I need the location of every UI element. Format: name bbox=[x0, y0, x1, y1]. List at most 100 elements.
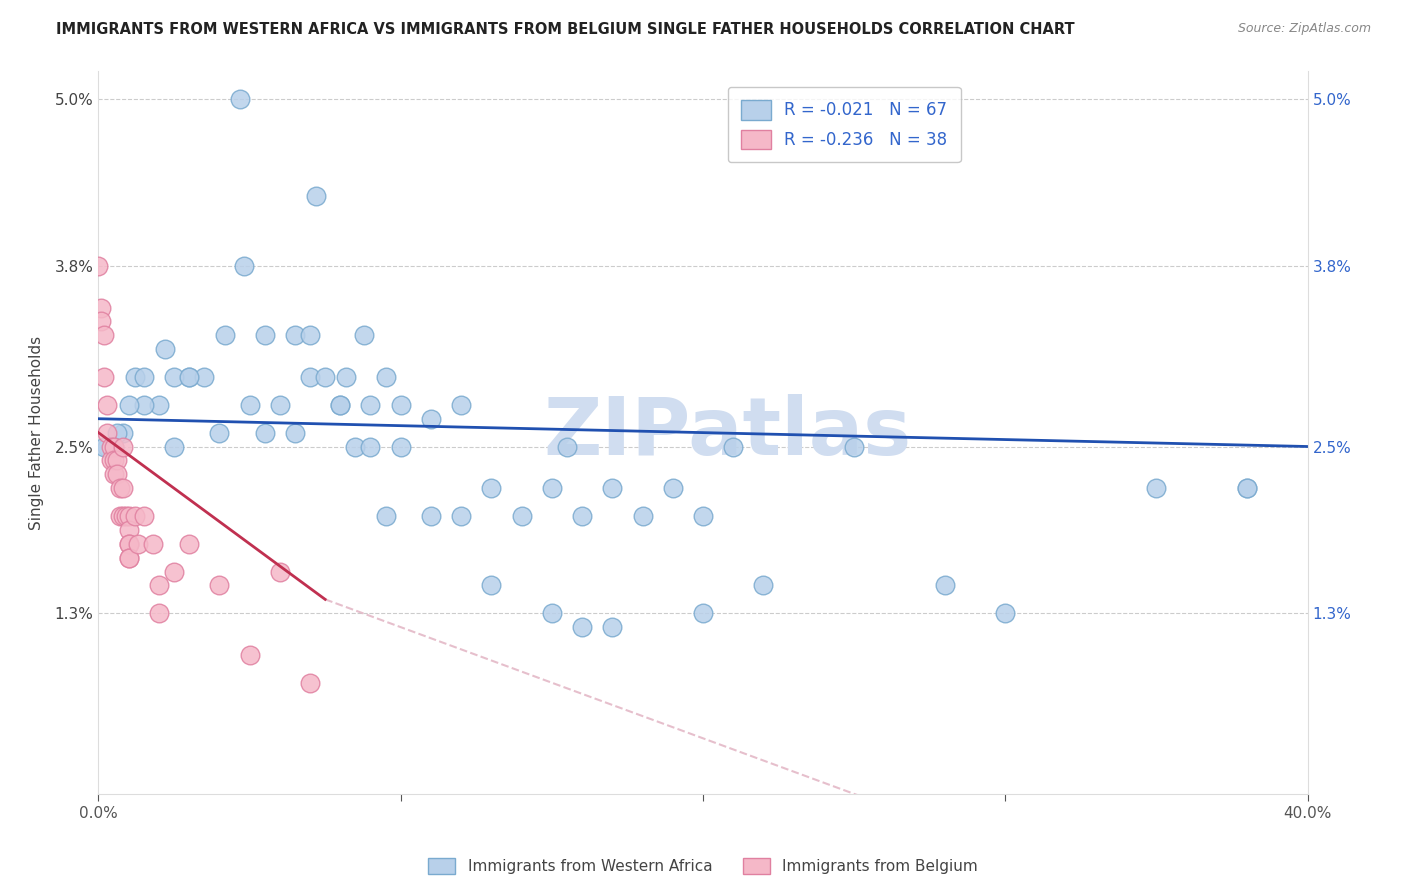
Point bbox=[114, 508, 136, 523]
Point bbox=[269, 398, 291, 412]
Point bbox=[118, 537, 141, 551]
Point bbox=[142, 537, 165, 551]
Point bbox=[229, 92, 252, 106]
Point bbox=[118, 523, 141, 537]
Point bbox=[108, 508, 131, 523]
Point bbox=[1236, 481, 1258, 495]
Point bbox=[163, 370, 186, 384]
Point bbox=[208, 578, 231, 592]
Point bbox=[329, 398, 352, 412]
Point bbox=[269, 565, 291, 579]
Point bbox=[994, 607, 1017, 621]
Point bbox=[450, 398, 472, 412]
Legend: Immigrants from Western Africa, Immigrants from Belgium: Immigrants from Western Africa, Immigran… bbox=[422, 852, 984, 880]
Point bbox=[555, 440, 578, 454]
Point bbox=[103, 467, 125, 482]
Point bbox=[208, 425, 231, 440]
Point bbox=[253, 425, 276, 440]
Point bbox=[93, 328, 115, 343]
Point bbox=[360, 398, 382, 412]
Point bbox=[90, 314, 112, 328]
Point bbox=[602, 481, 624, 495]
Point bbox=[105, 425, 128, 440]
Point bbox=[132, 370, 155, 384]
Point bbox=[111, 425, 134, 440]
Point bbox=[420, 411, 443, 425]
Point bbox=[127, 537, 149, 551]
Point bbox=[481, 578, 503, 592]
Point bbox=[111, 508, 134, 523]
Point bbox=[124, 508, 146, 523]
Point bbox=[105, 467, 128, 482]
Point bbox=[481, 481, 503, 495]
Point bbox=[335, 370, 357, 384]
Point bbox=[148, 578, 170, 592]
Point bbox=[108, 481, 131, 495]
Point bbox=[571, 620, 593, 634]
Point bbox=[540, 607, 562, 621]
Point bbox=[1144, 481, 1167, 495]
Point bbox=[100, 453, 122, 467]
Point bbox=[374, 508, 396, 523]
Point bbox=[103, 440, 125, 454]
Point bbox=[305, 189, 328, 203]
Point bbox=[111, 440, 134, 454]
Point bbox=[179, 370, 201, 384]
Point bbox=[314, 370, 336, 384]
Point bbox=[163, 440, 186, 454]
Point bbox=[111, 481, 134, 495]
Point bbox=[353, 328, 375, 343]
Text: ZIPatlas: ZIPatlas bbox=[543, 393, 911, 472]
Point bbox=[124, 370, 146, 384]
Point bbox=[284, 425, 307, 440]
Point bbox=[571, 508, 593, 523]
Point bbox=[299, 370, 322, 384]
Point bbox=[389, 440, 412, 454]
Point bbox=[105, 453, 128, 467]
Point bbox=[103, 440, 125, 454]
Point bbox=[214, 328, 236, 343]
Point bbox=[360, 440, 382, 454]
Point bbox=[661, 481, 683, 495]
Point bbox=[692, 508, 714, 523]
Point bbox=[118, 508, 141, 523]
Point bbox=[844, 440, 866, 454]
Point bbox=[374, 370, 396, 384]
Point bbox=[344, 440, 367, 454]
Point bbox=[118, 550, 141, 565]
Point bbox=[118, 398, 141, 412]
Point bbox=[93, 370, 115, 384]
Point bbox=[329, 398, 352, 412]
Point bbox=[510, 508, 533, 523]
Point bbox=[96, 425, 118, 440]
Point bbox=[934, 578, 956, 592]
Point bbox=[153, 343, 176, 357]
Point bbox=[118, 537, 141, 551]
Point bbox=[93, 440, 115, 454]
Point bbox=[389, 398, 412, 412]
Point bbox=[253, 328, 276, 343]
Y-axis label: Single Father Households: Single Father Households bbox=[28, 335, 44, 530]
Point bbox=[96, 440, 118, 454]
Point bbox=[239, 398, 262, 412]
Point bbox=[90, 301, 112, 315]
Point bbox=[163, 565, 186, 579]
Point bbox=[631, 508, 654, 523]
Point bbox=[692, 607, 714, 621]
Point bbox=[299, 328, 322, 343]
Text: Source: ZipAtlas.com: Source: ZipAtlas.com bbox=[1237, 22, 1371, 36]
Point bbox=[103, 453, 125, 467]
Point bbox=[752, 578, 775, 592]
Point bbox=[179, 537, 201, 551]
Point bbox=[100, 440, 122, 454]
Point bbox=[193, 370, 215, 384]
Point bbox=[96, 398, 118, 412]
Point bbox=[540, 481, 562, 495]
Point bbox=[450, 508, 472, 523]
Text: IMMIGRANTS FROM WESTERN AFRICA VS IMMIGRANTS FROM BELGIUM SINGLE FATHER HOUSEHOL: IMMIGRANTS FROM WESTERN AFRICA VS IMMIGR… bbox=[56, 22, 1074, 37]
Point bbox=[284, 328, 307, 343]
Point bbox=[148, 607, 170, 621]
Point bbox=[602, 620, 624, 634]
Point bbox=[118, 550, 141, 565]
Point bbox=[1236, 481, 1258, 495]
